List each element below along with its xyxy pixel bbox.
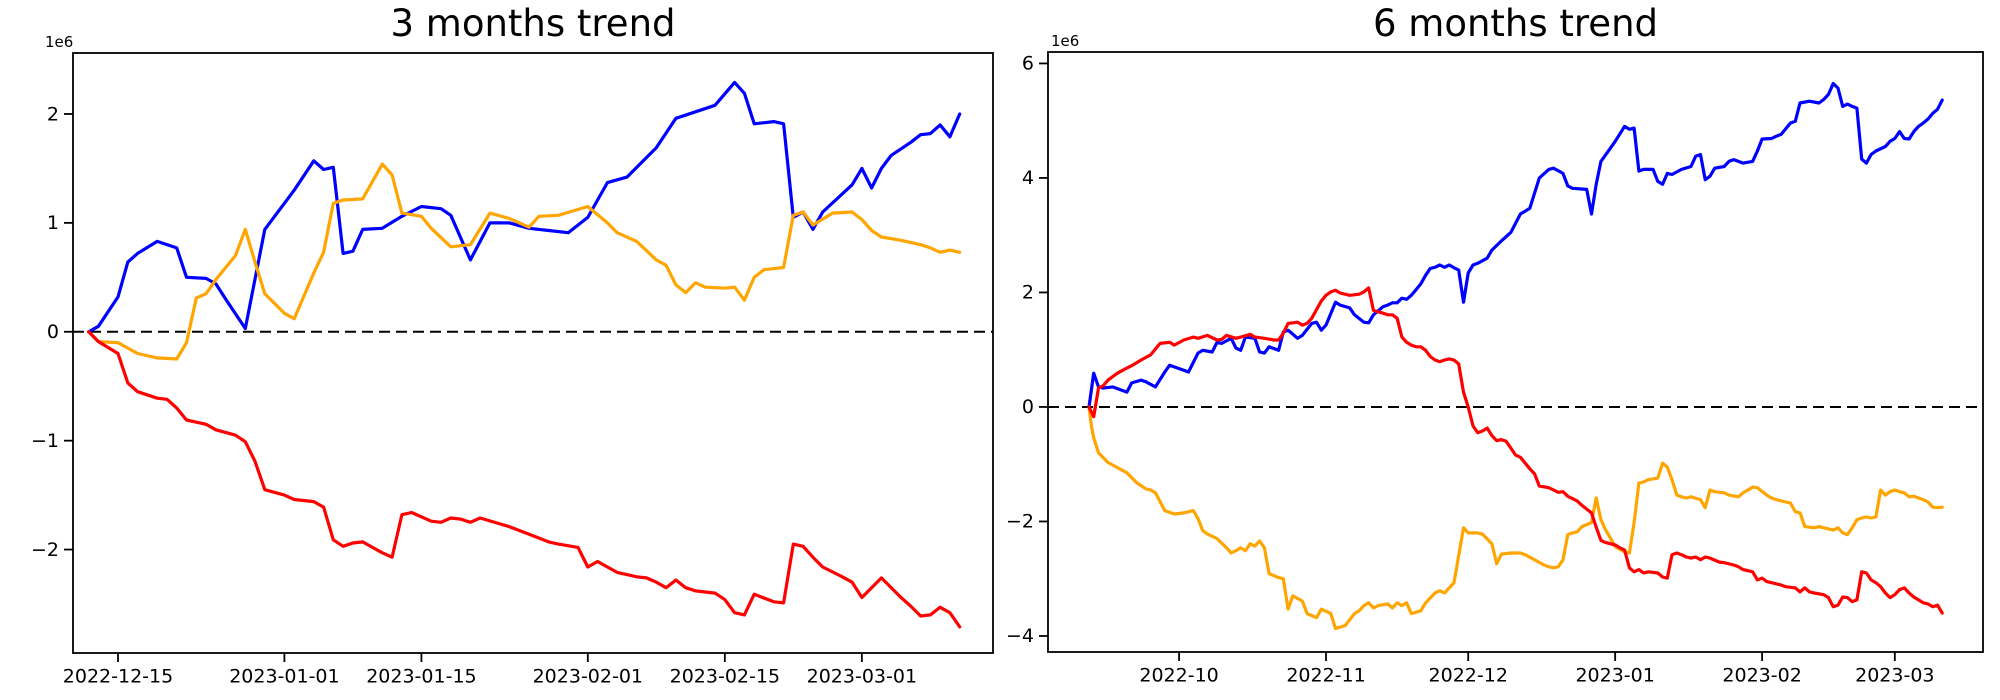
- chart-3-months: 2022-12-15 2023-01-01 2023-01-15 2023-02-01…: [31, 33, 994, 688]
- y-tick-label: 6: [1022, 53, 1034, 75]
- y-tick-label: 1: [47, 212, 59, 234]
- y-tick-label: −1: [31, 430, 59, 452]
- x-tick-label: 2023-02-15: [670, 666, 780, 688]
- y-tick-label: 2: [47, 103, 59, 125]
- x-tick-label: 2022-11: [1286, 665, 1365, 687]
- red-series-line: [87, 330, 962, 629]
- x-tick-label: 2023-01-15: [366, 666, 476, 688]
- y-tick-label: 4: [1022, 167, 1034, 189]
- chart-title-6-months: 6 months trend: [1372, 2, 1659, 45]
- x-tick-label: 2022-12: [1429, 665, 1508, 687]
- y-axis-offset-label: 1e6: [1051, 32, 1079, 50]
- x-tick-label: 2022-12-15: [63, 666, 173, 688]
- x-tick-label: 2023-01-01: [229, 666, 339, 688]
- blue-series-line: [1087, 81, 1944, 409]
- axes-spines: [1047, 51, 1984, 653]
- y-tick-label: 2: [1022, 282, 1034, 304]
- chart-6-months: 2022-10 2022-11 2022-12 2023-01 2023-02 2023-…: [1006, 32, 1984, 687]
- y-tick-label: −4: [1006, 625, 1034, 647]
- y-tick-label: −2: [1006, 511, 1034, 533]
- chart-title-3-months: 3 months trend: [390, 2, 676, 45]
- x-tick-label: 2023-03: [1855, 665, 1934, 687]
- x-tick-label: 2023-02: [1722, 665, 1801, 687]
- x-tick-label: 2022-10: [1139, 665, 1218, 687]
- x-tick-label: 2023-01: [1575, 665, 1654, 687]
- x-tick-label: 2023-02-01: [533, 666, 643, 688]
- orange-series-line: [1087, 405, 1944, 631]
- axes-spines: [72, 52, 994, 654]
- y-axis-offset-label: 1e6: [45, 33, 73, 51]
- y-tick-label: 0: [47, 321, 59, 343]
- blue-series-line: [87, 80, 962, 334]
- y-tick-label: 0: [1022, 396, 1034, 418]
- red-series-line: [1087, 286, 1944, 615]
- orange-series-line: [87, 162, 962, 361]
- y-tick-label: −2: [31, 539, 59, 561]
- x-tick-label: 2023-03-01: [807, 666, 917, 688]
